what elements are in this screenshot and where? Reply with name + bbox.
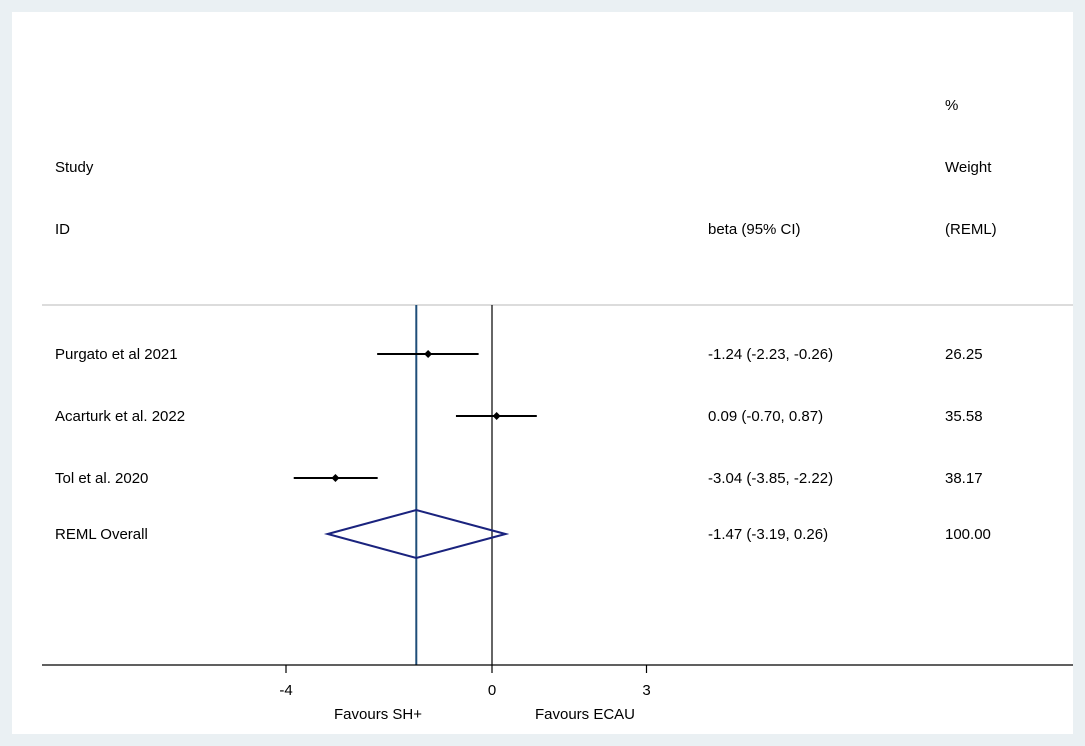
favours-right-label: Favours ECAU	[535, 706, 635, 723]
header-study-line2: ID	[55, 221, 70, 238]
study-ci-text: -1.24 (-2.23, -0.26)	[708, 346, 833, 363]
chart-marks: Purgato et al 2021 -1.24 (-2.23, -0.26) 26…	[55, 305, 991, 665]
study-ci-text: -3.04 (-3.85, -2.22)	[708, 470, 833, 487]
study-ci-text: 0.09 (-0.70, 0.87)	[708, 408, 823, 425]
x-tick-label: 0	[488, 682, 496, 699]
study-weight: 26.25	[945, 346, 983, 363]
overall-ci-text: -1.47 (-3.19, 0.26)	[708, 526, 828, 543]
x-tick-label: -4	[279, 682, 292, 699]
overall-label: REML Overall	[55, 526, 148, 543]
header-study-line1: Study	[55, 159, 94, 176]
study-label: Tol et al. 2020	[55, 470, 148, 487]
header-weight-line2: Weight	[945, 159, 992, 176]
x-tick-label: 3	[642, 682, 650, 699]
study-weight: 38.17	[945, 470, 983, 487]
x-axis-ticks: -4 0 3	[279, 665, 651, 699]
study-point-estimate	[492, 412, 501, 420]
overall-diamond	[323, 508, 510, 560]
overall-weight: 100.00	[945, 526, 991, 543]
plot-panel	[12, 12, 1073, 734]
study-point-estimate	[424, 350, 433, 358]
study-label: Purgato et al 2021	[55, 346, 178, 363]
header-weight-line3: (REML)	[945, 221, 997, 238]
favours-left-label: Favours SH+	[334, 706, 422, 723]
study-label: Acarturk et al. 2022	[55, 408, 185, 425]
study-weight: 35.58	[945, 408, 983, 425]
header-weight-line1: %	[945, 97, 958, 114]
study-point-estimate	[331, 474, 340, 482]
header-effect-label: beta (95% CI)	[708, 221, 801, 238]
